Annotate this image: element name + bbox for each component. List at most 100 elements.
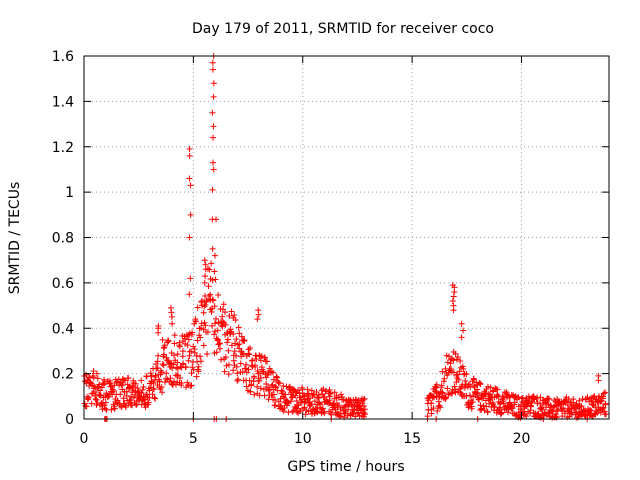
data-point bbox=[448, 368, 455, 375]
data-point bbox=[168, 309, 175, 316]
data-point bbox=[455, 376, 462, 383]
data-point bbox=[360, 396, 367, 403]
data-point bbox=[210, 297, 217, 304]
data-point bbox=[210, 123, 217, 130]
data-point bbox=[205, 296, 212, 303]
data-point bbox=[553, 411, 560, 418]
data-point bbox=[247, 345, 254, 352]
data-point bbox=[108, 406, 115, 413]
data-point bbox=[197, 358, 204, 365]
data-point bbox=[458, 320, 465, 327]
data-point bbox=[251, 391, 258, 398]
data-point bbox=[466, 392, 473, 399]
data-point bbox=[232, 317, 239, 324]
data-point bbox=[93, 396, 100, 403]
data-point bbox=[159, 389, 166, 396]
data-point bbox=[167, 375, 174, 382]
data-point bbox=[279, 388, 286, 395]
y-tick-label: 0.4 bbox=[52, 321, 74, 337]
data-point bbox=[533, 395, 540, 402]
data-point bbox=[224, 336, 231, 343]
data-point bbox=[160, 345, 167, 352]
data-point bbox=[204, 329, 211, 336]
data-point bbox=[331, 389, 338, 396]
data-point bbox=[477, 381, 484, 388]
data-point bbox=[273, 384, 280, 391]
data-point bbox=[225, 361, 232, 368]
data-point bbox=[494, 386, 501, 393]
data-point bbox=[211, 303, 218, 310]
data-point bbox=[201, 257, 208, 264]
data-point bbox=[451, 383, 458, 390]
data-point bbox=[527, 403, 534, 410]
data-point bbox=[248, 381, 255, 388]
data-point bbox=[216, 340, 223, 347]
data-point bbox=[85, 394, 92, 401]
data-point bbox=[500, 395, 507, 402]
data-point bbox=[487, 384, 494, 391]
data-point bbox=[147, 370, 154, 377]
data-point bbox=[483, 403, 490, 410]
data-point bbox=[184, 379, 191, 386]
data-point bbox=[100, 381, 107, 388]
data-point bbox=[578, 403, 585, 410]
x-tick-label: 0 bbox=[80, 431, 89, 447]
data-point bbox=[257, 357, 264, 364]
data-point bbox=[439, 368, 446, 375]
data-point bbox=[460, 327, 467, 334]
data-point bbox=[186, 146, 193, 153]
data-point bbox=[272, 402, 279, 409]
data-point bbox=[125, 375, 132, 382]
data-point bbox=[361, 395, 368, 402]
data-point bbox=[236, 330, 243, 337]
data-point bbox=[293, 397, 300, 404]
data-point bbox=[209, 322, 216, 329]
data-point bbox=[341, 403, 348, 410]
data-point bbox=[272, 397, 279, 404]
data-point bbox=[210, 166, 217, 173]
data-point bbox=[225, 371, 232, 378]
data-point bbox=[515, 394, 522, 401]
data-point bbox=[278, 387, 285, 394]
data-point bbox=[212, 276, 219, 283]
data-point bbox=[474, 389, 481, 396]
data-point bbox=[127, 396, 134, 403]
data-point bbox=[210, 80, 217, 87]
data-point bbox=[215, 292, 222, 299]
data-point bbox=[94, 375, 101, 382]
data-point bbox=[315, 391, 322, 398]
data-point bbox=[258, 364, 265, 371]
data-point bbox=[442, 394, 449, 401]
data-point bbox=[211, 331, 218, 338]
data-point bbox=[277, 402, 284, 409]
data-point bbox=[311, 398, 318, 405]
data-point bbox=[463, 392, 470, 399]
data-point bbox=[213, 216, 220, 223]
data-point bbox=[264, 358, 271, 365]
data-point bbox=[597, 398, 604, 405]
data-point bbox=[295, 387, 302, 394]
data-point bbox=[597, 409, 604, 416]
data-point bbox=[194, 337, 201, 344]
data-point bbox=[232, 340, 238, 347]
data-point bbox=[130, 384, 137, 391]
data-point bbox=[212, 320, 219, 327]
data-point bbox=[450, 307, 457, 314]
data-point bbox=[82, 403, 89, 410]
y-axis-title: SRMTID / TECUs bbox=[7, 182, 23, 295]
data-point bbox=[457, 358, 464, 365]
y-axis-ticks: 0 0.2 0.4 0.6 0.8 1 1.2 1.4 1.6 bbox=[52, 49, 609, 428]
data-point bbox=[201, 279, 208, 286]
data-point bbox=[184, 342, 191, 349]
data-point bbox=[163, 370, 170, 377]
data-point bbox=[523, 413, 530, 420]
data-point bbox=[102, 399, 109, 406]
data-point bbox=[559, 413, 566, 420]
data-point bbox=[236, 345, 243, 352]
data-point bbox=[570, 396, 577, 403]
data-point bbox=[211, 268, 218, 275]
data-point bbox=[245, 346, 252, 353]
data-points bbox=[81, 53, 609, 422]
data-point bbox=[214, 327, 221, 334]
data-point bbox=[138, 389, 145, 396]
